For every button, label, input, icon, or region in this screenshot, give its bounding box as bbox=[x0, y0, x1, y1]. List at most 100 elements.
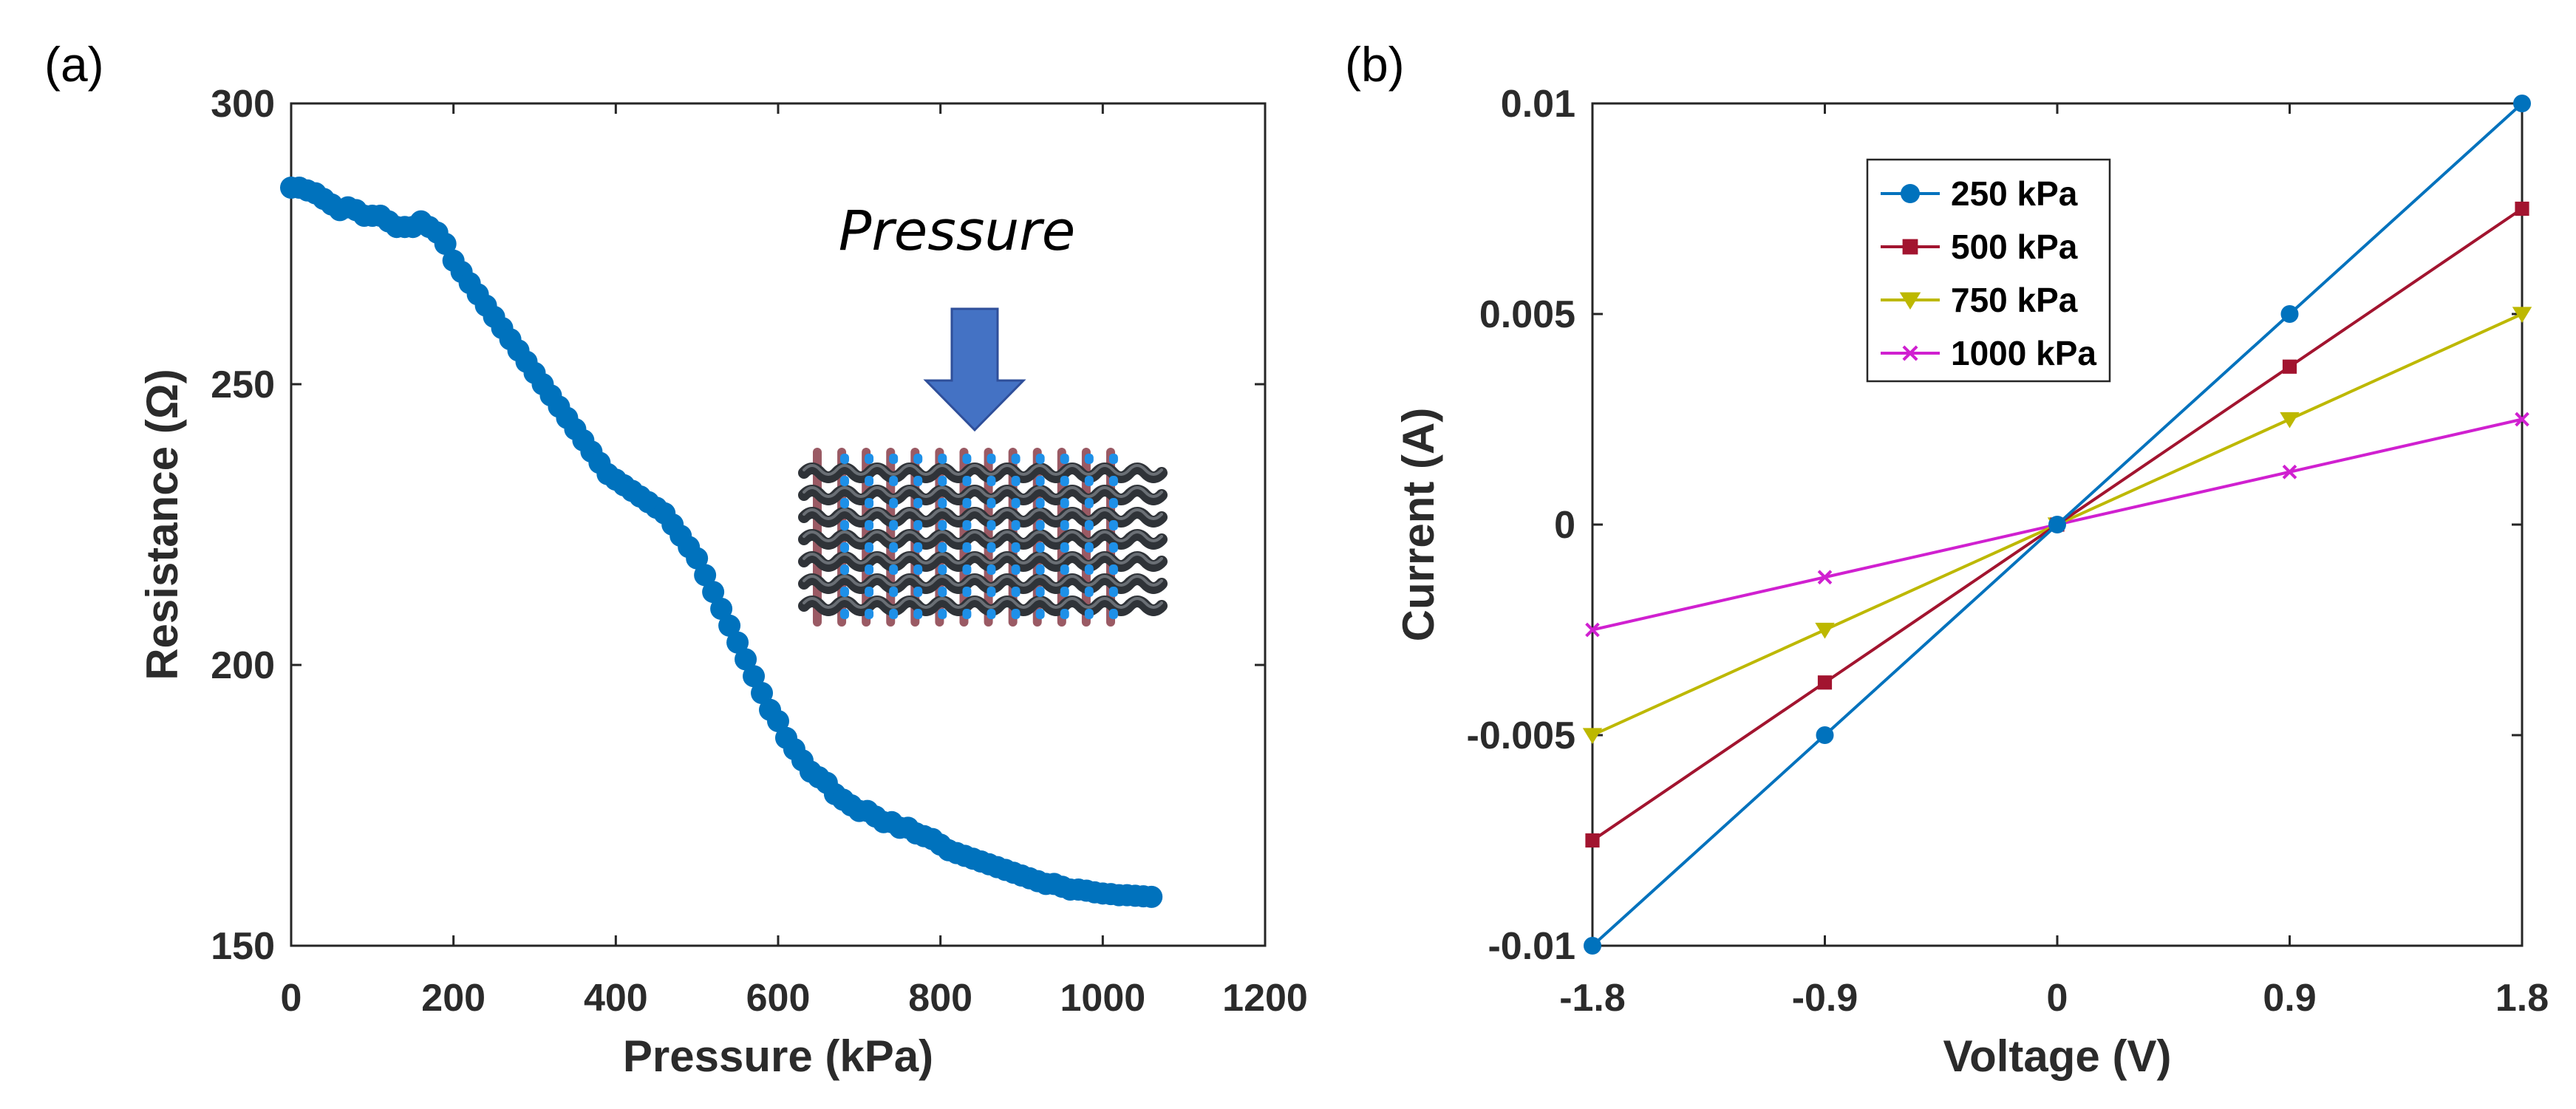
fabric-fiber-highlight bbox=[803, 553, 1163, 564]
data-point bbox=[694, 564, 717, 587]
fabric-fiber-blue bbox=[1084, 476, 1094, 486]
y-tick-label: 0.01 bbox=[1501, 83, 1575, 126]
y-tick-label: 0 bbox=[1554, 504, 1575, 547]
data-point bbox=[1817, 675, 1833, 690]
panel-b-label: (b) bbox=[1345, 37, 1405, 92]
fabric-fiber-blue bbox=[840, 587, 849, 597]
fabric-fiber-blue bbox=[1084, 542, 1094, 553]
fabric-fiber-blue bbox=[1011, 564, 1020, 575]
fabric-fiber-blue bbox=[1060, 564, 1069, 575]
fabric-fiber-blue bbox=[865, 476, 874, 486]
fabric-fiber-blue bbox=[913, 476, 923, 486]
fabric-fiber-blue bbox=[1060, 609, 1069, 619]
fabric-fiber-blue bbox=[938, 498, 947, 508]
inset-pressure-label: Pressure bbox=[839, 199, 1076, 263]
fabric-fiber-blue bbox=[962, 564, 972, 575]
fabric-fiber-blue bbox=[1060, 520, 1069, 530]
y-tick-label: -0.01 bbox=[1488, 925, 1575, 968]
panel-b-x-axis-label: Voltage (V) bbox=[1943, 1031, 2172, 1081]
panel-a-x-axis-label: Pressure (kPa) bbox=[623, 1031, 933, 1081]
y-tick-label: 150 bbox=[211, 925, 275, 968]
data-point bbox=[1816, 726, 1834, 744]
fabric-fiber-blue bbox=[1011, 498, 1020, 508]
fabric-fiber-blue bbox=[1060, 498, 1069, 508]
fabric-fiber-blue bbox=[1035, 454, 1045, 464]
panel-a-y-axis-label: Resistance (Ω) bbox=[137, 369, 187, 680]
legend-label: 250 kPa bbox=[1951, 174, 2078, 213]
fabric-fiber-dark bbox=[798, 507, 1168, 528]
data-point-stroke bbox=[2282, 464, 2297, 480]
fabric-fiber-blue bbox=[938, 587, 947, 597]
fabric-fiber-blue bbox=[987, 454, 996, 464]
fabric-fiber-blue bbox=[889, 498, 899, 508]
y-tick-label: 200 bbox=[211, 644, 275, 687]
data-point bbox=[710, 598, 733, 620]
inset-illustration: Pressure bbox=[798, 199, 1168, 627]
fabric-fiber-blue bbox=[865, 587, 874, 597]
data-point bbox=[718, 614, 741, 637]
fabric-fiber-blue bbox=[1035, 498, 1045, 508]
data-point bbox=[743, 665, 766, 688]
fabric-fiber-blue bbox=[987, 520, 996, 530]
data-point bbox=[2280, 305, 2299, 323]
fabric-fiber-blue bbox=[1035, 476, 1045, 486]
data-point bbox=[1585, 833, 1600, 848]
panel-a: (a) 0 200 400 600 800 1000 1200 150 200 250 300 Pr… bbox=[44, 37, 1308, 1081]
fabric-fiber-blue bbox=[1108, 520, 1118, 530]
fabric-fiber-blue bbox=[962, 498, 972, 508]
fabric-fiber-blue bbox=[938, 476, 947, 486]
fabric-fiber-highlight bbox=[803, 530, 1163, 542]
fabric-fiber-blue bbox=[913, 609, 923, 619]
fabric-fiber-blue bbox=[1011, 609, 1020, 619]
legend-marker bbox=[1902, 239, 1918, 255]
legend-item: 1000 kPa bbox=[1881, 334, 2096, 372]
data-point bbox=[2513, 95, 2531, 112]
fabric-fiber-blue bbox=[1060, 454, 1069, 464]
data-point bbox=[1815, 622, 1835, 639]
series-250-kpa bbox=[1584, 95, 2531, 955]
data-point bbox=[2282, 359, 2297, 374]
fabric-fiber-blue bbox=[913, 542, 923, 553]
fabric-fiber-blue bbox=[1060, 542, 1069, 553]
x-tick-label: 1.8 bbox=[2495, 977, 2549, 1020]
panel-b-ticks: -1.8 -0.9 0 0.9 1.8 -0.01 -0.005 0 0.005 0.01 bbox=[1467, 83, 2549, 1020]
fabric-fiber-blue bbox=[1060, 476, 1069, 486]
inset-pressure-arrow bbox=[923, 307, 1026, 432]
fabric-fiber-blue bbox=[1084, 454, 1094, 464]
fabric-fiber-blue bbox=[840, 564, 849, 575]
panel-a-data-series bbox=[280, 177, 1163, 908]
panel-b-data-series bbox=[1582, 95, 2532, 955]
fabric-fiber-blue bbox=[1108, 476, 1118, 486]
fabric-fiber-blue bbox=[1108, 609, 1118, 619]
fabric-fiber-blue bbox=[840, 609, 849, 619]
legend-item: 750 kPa bbox=[1881, 281, 2078, 319]
fabric-fiber-blue bbox=[987, 587, 996, 597]
fabric-fiber-blue bbox=[962, 520, 972, 530]
fabric-fiber-blue bbox=[987, 476, 996, 486]
fabric-fiber-blue bbox=[962, 542, 972, 553]
x-tick-label: 400 bbox=[584, 977, 648, 1020]
data-point bbox=[1585, 622, 1600, 638]
fabric-fiber-blue bbox=[1084, 564, 1094, 575]
data-point bbox=[1582, 728, 1603, 744]
fabric-fiber-blue bbox=[913, 587, 923, 597]
x-tick-label: -1.8 bbox=[1559, 977, 1626, 1020]
fabric-fiber-blue bbox=[865, 609, 874, 619]
data-point bbox=[702, 581, 725, 604]
fabric-fiber-blue bbox=[938, 564, 947, 575]
fabric-fiber-highlight bbox=[803, 575, 1163, 587]
fabric-fiber-blue bbox=[1035, 587, 1045, 597]
fabric-fiber-blue bbox=[913, 454, 923, 464]
y-tick-label: 250 bbox=[211, 364, 275, 406]
fabric-fiber-blue bbox=[962, 454, 972, 464]
data-point bbox=[2515, 412, 2529, 427]
data-point bbox=[2282, 464, 2297, 480]
fabric-fiber-dark bbox=[798, 573, 1168, 594]
fabric-fiber-blue bbox=[1011, 587, 1020, 597]
fabric-fiber-blue bbox=[889, 609, 899, 619]
fabric-fiber-blue bbox=[1060, 587, 1069, 597]
data-point bbox=[2280, 412, 2300, 429]
data-point bbox=[1817, 570, 1833, 585]
fabric-fiber-blue bbox=[962, 587, 972, 597]
